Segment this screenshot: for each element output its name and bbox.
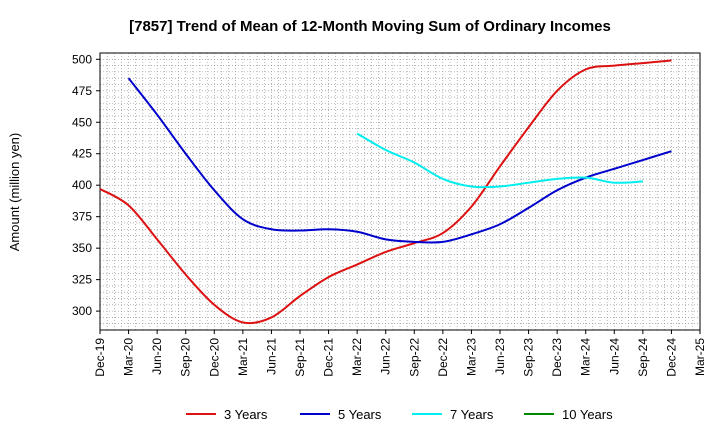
x-tick-label: Mar-24	[579, 338, 593, 376]
y-tick-label: 400	[72, 178, 92, 192]
y-tick-label: 325	[72, 273, 92, 287]
x-tick-label: Sep-20	[179, 338, 193, 377]
x-tick-label: Mar-21	[236, 338, 250, 376]
x-tick-label: Jun-24	[607, 338, 621, 375]
x-tick-label: Sep-22	[407, 338, 421, 377]
y-axis-label: Amount (million yen)	[7, 133, 22, 252]
legend-label-7-years: 7 Years	[450, 407, 494, 422]
series-lines	[99, 59, 672, 325]
y-tick-label: 350	[72, 241, 92, 255]
y-tick-label: 500	[72, 52, 92, 66]
x-tick-label: Mar-22	[350, 338, 364, 376]
x-tick-label: Mar-20	[122, 338, 136, 376]
grid-lines	[99, 52, 700, 331]
series-line-7-years	[356, 132, 643, 189]
legend-label-10-years: 10 Years	[562, 407, 613, 422]
x-tick-label: Dec-24	[664, 338, 678, 377]
y-tick-label: 475	[72, 84, 92, 98]
x-tick-label: Dec-22	[436, 338, 450, 377]
x-tick-label: Jun-21	[264, 338, 278, 375]
legend-label-5-years: 5 Years	[338, 407, 382, 422]
x-tick-labels: Dec-19 Mar-20 Jun-20 Sep-20 Dec-20 Mar-21 Jun-…	[93, 338, 707, 377]
series-line-5-years	[127, 77, 672, 244]
legend-label-3-years: 3 Years	[224, 407, 268, 422]
plot-frame	[99, 52, 701, 331]
x-tick-label: Dec-21	[322, 338, 336, 377]
series-line-3-years	[99, 59, 672, 325]
x-tick-label: Mar-23	[464, 338, 478, 376]
y-tick-label: 375	[72, 210, 92, 224]
x-tick-label: Mar-25	[693, 338, 707, 376]
chart-title: [7857] Trend of Mean of 12-Month Moving …	[129, 18, 611, 35]
x-tick-label: Dec-19	[93, 338, 107, 377]
x-tick-label: Jun-23	[493, 338, 507, 375]
x-tick-label: Jun-22	[379, 338, 393, 375]
legend: 3 Years 5 Years 7 Years 10 Years	[186, 407, 613, 422]
x-tick-label: Jun-20	[150, 338, 164, 375]
plot-area	[96, 52, 701, 334]
y-tick-label: 300	[72, 304, 92, 318]
x-tick-label: Dec-20	[207, 338, 221, 377]
x-tick-label: Sep-23	[522, 338, 536, 377]
x-tick-label: Sep-21	[293, 338, 307, 377]
x-tick-label: Dec-23	[550, 338, 564, 377]
x-tick-label: Sep-24	[636, 338, 650, 377]
y-tick-label: 425	[72, 147, 92, 161]
y-tick-label: 450	[72, 115, 92, 129]
y-tick-labels: 300 325 350 375 400 425 450 475 500	[72, 52, 92, 318]
